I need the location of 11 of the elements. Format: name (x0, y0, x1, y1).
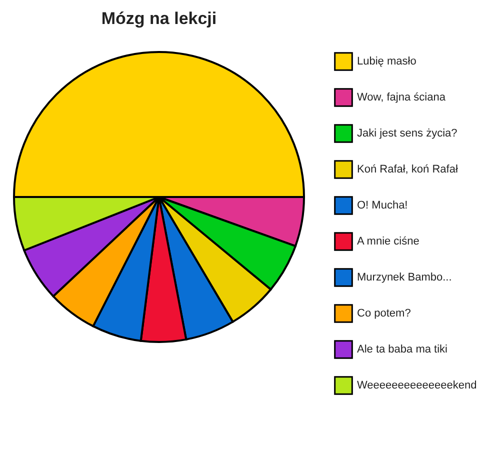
legend-label: Co potem? (357, 308, 411, 320)
legend-label: Koń Rafał, koń Rafał (357, 164, 458, 176)
legend-label: O! Mucha! (357, 200, 408, 212)
legend-label: Ale ta baba ma tiki (357, 344, 448, 356)
legend-label: Murzynek Bambo... (357, 272, 452, 284)
legend-label: Jaki jest sens życia? (357, 128, 458, 140)
legend-label: Lubię masło (357, 56, 416, 68)
legend-label: Weeeeeeeeeeeeeekend (357, 380, 477, 392)
legend-label: A mnie ciśne (357, 236, 420, 248)
legend-label: Wow, fajna ściana (357, 92, 446, 104)
chart-title: Mózg na lekcji (101, 9, 217, 28)
